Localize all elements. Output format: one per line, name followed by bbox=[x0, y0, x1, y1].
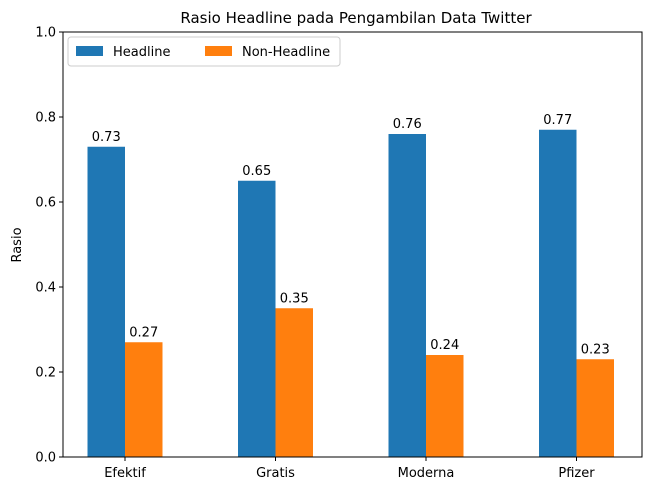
x-tick-label-moderna: Moderna bbox=[398, 466, 455, 481]
data-label: 0.76 bbox=[393, 117, 422, 132]
bar-headline-moderna bbox=[388, 134, 426, 457]
legend-label-non-headline: Non-Headline bbox=[242, 45, 330, 60]
y-tick-label: 1.0 bbox=[35, 26, 56, 41]
bar-headline-pfizer bbox=[539, 129, 577, 457]
data-label: 0.35 bbox=[280, 291, 309, 306]
bar-non-headline-moderna bbox=[426, 355, 464, 457]
data-labels-layer: 0.73 0.65 0.76 0.77 0.27 0.35 0.24 0.23 bbox=[92, 113, 610, 358]
y-tick-label: 0.4 bbox=[35, 281, 56, 296]
x-tick-label-efektif: Efektif bbox=[104, 466, 146, 481]
legend-swatch-non-headline bbox=[205, 46, 232, 56]
data-label: 0.65 bbox=[242, 164, 271, 179]
legend-swatch-headline bbox=[76, 46, 103, 56]
bar-non-headline-pfizer bbox=[576, 359, 614, 457]
legend-label-headline: Headline bbox=[113, 45, 170, 60]
plot-frame bbox=[62, 31, 643, 458]
bar-headline-efektif bbox=[87, 146, 125, 457]
y-axis: 0.0 0.2 0.4 0.6 0.8 1.0 bbox=[35, 26, 63, 466]
x-tick-label-pfizer: Pfizer bbox=[558, 466, 595, 481]
bars-layer bbox=[87, 129, 614, 457]
legend: Headline Non-Headline bbox=[67, 36, 341, 67]
y-tick-label: 0.8 bbox=[35, 111, 56, 126]
legend-box bbox=[67, 36, 341, 67]
x-axis: Efektif Gratis Moderna Pfizer bbox=[104, 457, 595, 481]
data-label: 0.23 bbox=[581, 342, 610, 357]
data-label: 0.73 bbox=[92, 130, 121, 145]
bar-headline-gratis bbox=[238, 180, 276, 457]
chart-title: Rasio Headline pada Pengambilan Data Twi… bbox=[180, 9, 532, 27]
bar-non-headline-gratis bbox=[275, 308, 313, 457]
y-tick-label: 0.0 bbox=[35, 451, 56, 466]
y-tick-label: 0.2 bbox=[35, 366, 56, 381]
y-tick-label: 0.6 bbox=[35, 196, 56, 211]
data-label: 0.77 bbox=[543, 113, 572, 128]
data-label: 0.27 bbox=[129, 325, 158, 340]
data-label: 0.24 bbox=[430, 338, 459, 353]
y-axis-label: Rasio bbox=[10, 227, 25, 262]
bar-non-headline-efektif bbox=[125, 342, 163, 457]
x-tick-label-gratis: Gratis bbox=[256, 466, 295, 481]
